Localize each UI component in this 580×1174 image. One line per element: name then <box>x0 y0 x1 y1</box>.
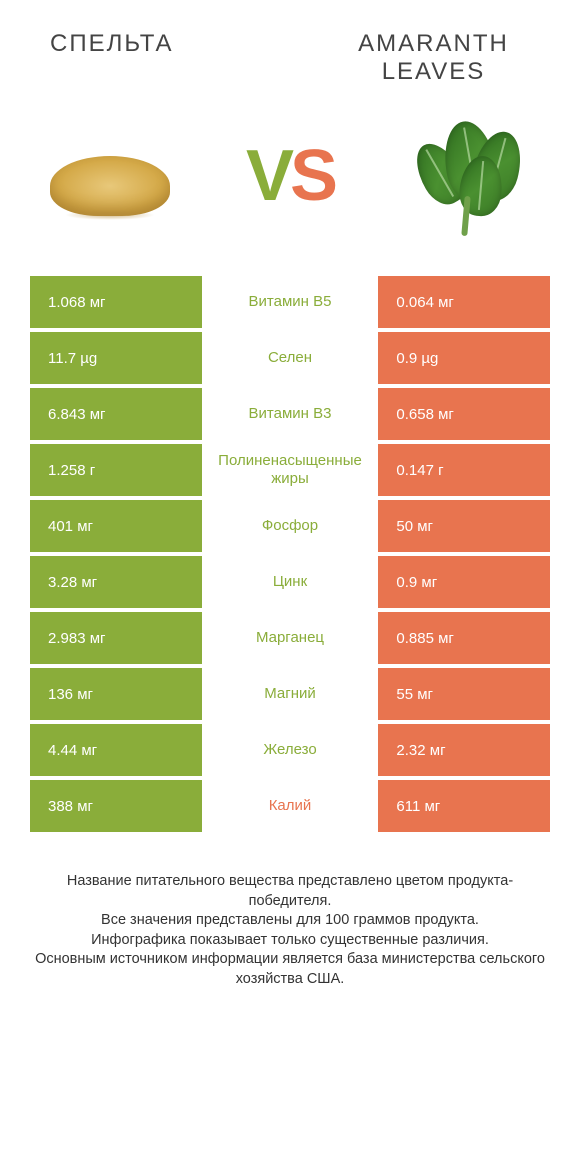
footer-notes: Название питательного вещества представл… <box>20 872 560 989</box>
table-row: 3.28 мгЦинк0.9 мг <box>30 556 550 608</box>
spelt-icon <box>45 126 175 226</box>
left-value-cell: 6.843 мг <box>30 388 202 440</box>
right-value-cell: 0.9 µg <box>378 332 550 384</box>
nutrient-name-cell: Полиненасыщенные жиры <box>202 444 379 496</box>
left-value-cell: 11.7 µg <box>30 332 202 384</box>
vs-v-letter: V <box>246 136 290 216</box>
nutrient-name-cell: Марганец <box>202 612 379 664</box>
right-food-image <box>400 106 540 246</box>
left-food-image <box>40 106 180 246</box>
nutrient-name-cell: Фосфор <box>202 500 379 552</box>
table-row: 6.843 мгВитамин B30.658 мг <box>30 388 550 440</box>
nutrient-name-cell: Магний <box>202 668 379 720</box>
nutrient-name-cell: Цинк <box>202 556 379 608</box>
right-value-cell: 0.885 мг <box>378 612 550 664</box>
left-value-cell: 3.28 мг <box>30 556 202 608</box>
right-value-cell: 0.9 мг <box>378 556 550 608</box>
table-row: 4.44 мгЖелезо2.32 мг <box>30 724 550 776</box>
table-row: 11.7 µgСелен0.9 µg <box>30 332 550 384</box>
vs-row: VS <box>20 106 560 246</box>
right-value-cell: 0.658 мг <box>378 388 550 440</box>
nutrient-name-cell: Калий <box>202 780 379 832</box>
vs-label: VS <box>246 135 334 217</box>
table-row: 136 мгМагний55 мг <box>30 668 550 720</box>
right-value-cell: 611 мг <box>378 780 550 832</box>
right-value-cell: 0.064 мг <box>378 276 550 328</box>
nutrient-name-cell: Селен <box>202 332 379 384</box>
table-row: 401 мгФосфор50 мг <box>30 500 550 552</box>
left-value-cell: 136 мг <box>30 668 202 720</box>
left-value-cell: 2.983 мг <box>30 612 202 664</box>
footer-line-3: Инфографика показывает только существенн… <box>30 931 550 951</box>
right-food-title: AMARANTH LEAVES <box>317 30 560 86</box>
footer-line-1: Название питательного вещества представл… <box>30 872 550 911</box>
table-row: 2.983 мгМарганец0.885 мг <box>30 612 550 664</box>
footer-line-4: Основным источником информации является … <box>30 950 550 989</box>
vs-s-letter: S <box>290 136 334 216</box>
nutrient-name-cell: Железо <box>202 724 379 776</box>
left-value-cell: 1.068 мг <box>30 276 202 328</box>
left-value-cell: 1.258 г <box>30 444 202 496</box>
nutrient-table: 1.068 мгВитамин B50.064 мг11.7 µgСелен0.… <box>20 276 560 832</box>
footer-line-2: Все значения представлены для 100 граммо… <box>30 911 550 931</box>
header: СПЕЛЬТА AMARANTH LEAVES <box>20 30 560 86</box>
nutrient-name-cell: Витамин B3 <box>202 388 379 440</box>
right-value-cell: 50 мг <box>378 500 550 552</box>
right-value-cell: 55 мг <box>378 668 550 720</box>
nutrient-name-cell: Витамин B5 <box>202 276 379 328</box>
table-row: 388 мгКалий611 мг <box>30 780 550 832</box>
table-row: 1.068 мгВитамин B50.064 мг <box>30 276 550 328</box>
right-value-cell: 0.147 г <box>378 444 550 496</box>
table-row: 1.258 гПолиненасыщенные жиры0.147 г <box>30 444 550 496</box>
left-value-cell: 401 мг <box>30 500 202 552</box>
amaranth-icon <box>405 111 535 241</box>
left-value-cell: 4.44 мг <box>30 724 202 776</box>
left-food-title: СПЕЛЬТА <box>20 30 263 58</box>
left-value-cell: 388 мг <box>30 780 202 832</box>
right-value-cell: 2.32 мг <box>378 724 550 776</box>
